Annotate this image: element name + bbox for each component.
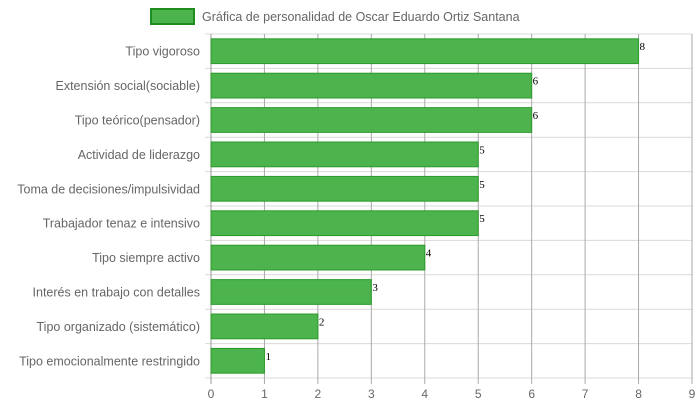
value-label: 8 (640, 41, 646, 53)
bar[interactable] (210, 141, 479, 168)
x-tick-label: 9 (689, 387, 696, 401)
category-labels: Tipo vigoroso Extensión social(sociable) T… (17, 45, 200, 369)
category-label: Tipo organizado (sistemático) (37, 320, 201, 334)
category-label: Tipo teórico(pensador) (75, 114, 200, 128)
category-label: Interés en trabajo con detalles (33, 286, 200, 300)
value-label: 6 (533, 110, 539, 122)
x-tick-label: 3 (368, 387, 375, 401)
bar[interactable] (210, 347, 265, 374)
bar[interactable] (210, 279, 372, 305)
x-tick-label: 7 (582, 387, 589, 401)
x-tick-label: 4 (421, 387, 428, 401)
bar[interactable] (210, 38, 640, 65)
value-label: 5 (479, 144, 485, 156)
bars (210, 38, 640, 374)
value-label: 3 (372, 282, 378, 294)
value-label: 5 (479, 213, 485, 225)
bar[interactable] (210, 210, 479, 237)
category-label: Tipo siempre activo (92, 251, 200, 265)
category-label: Tipo vigoroso (125, 45, 200, 59)
x-tick-label: 2 (315, 387, 322, 401)
value-label: 2 (319, 316, 325, 328)
value-labels: 8 6 6 5 5 5 4 3 2 1 (265, 41, 645, 363)
category-label: Extensión social(sociable) (55, 79, 200, 93)
category-label: Trabajador tenaz e intensivo (43, 217, 200, 231)
category-label: Actividad de liderazgo (78, 148, 200, 162)
legend-label: Gráfica de personalidad de Oscar Eduardo… (202, 10, 520, 24)
bar[interactable] (210, 313, 319, 340)
bar[interactable] (210, 244, 426, 271)
x-axis-ticks: 0 1 2 3 4 5 6 7 8 9 (208, 387, 696, 401)
x-tick-label: 6 (528, 387, 535, 401)
category-label: Tipo emocionalmente restringido (19, 354, 200, 368)
bar[interactable] (210, 175, 479, 202)
value-label: 1 (265, 351, 271, 363)
value-label: 4 (426, 248, 432, 260)
value-label: 6 (533, 76, 539, 88)
category-label: Toma de decisiones/impulsividad (17, 182, 200, 196)
value-label: 5 (479, 179, 485, 191)
legend-swatch (150, 8, 195, 25)
x-tick-label: 5 (475, 387, 482, 401)
legend[interactable]: Gráfica de personalidad de Oscar Eduardo… (150, 8, 520, 25)
x-tick-label: 1 (261, 387, 268, 401)
bar[interactable] (210, 72, 533, 99)
x-tick-label: 0 (208, 387, 215, 401)
bar[interactable] (210, 107, 533, 133)
x-tick-label: 8 (635, 387, 642, 401)
